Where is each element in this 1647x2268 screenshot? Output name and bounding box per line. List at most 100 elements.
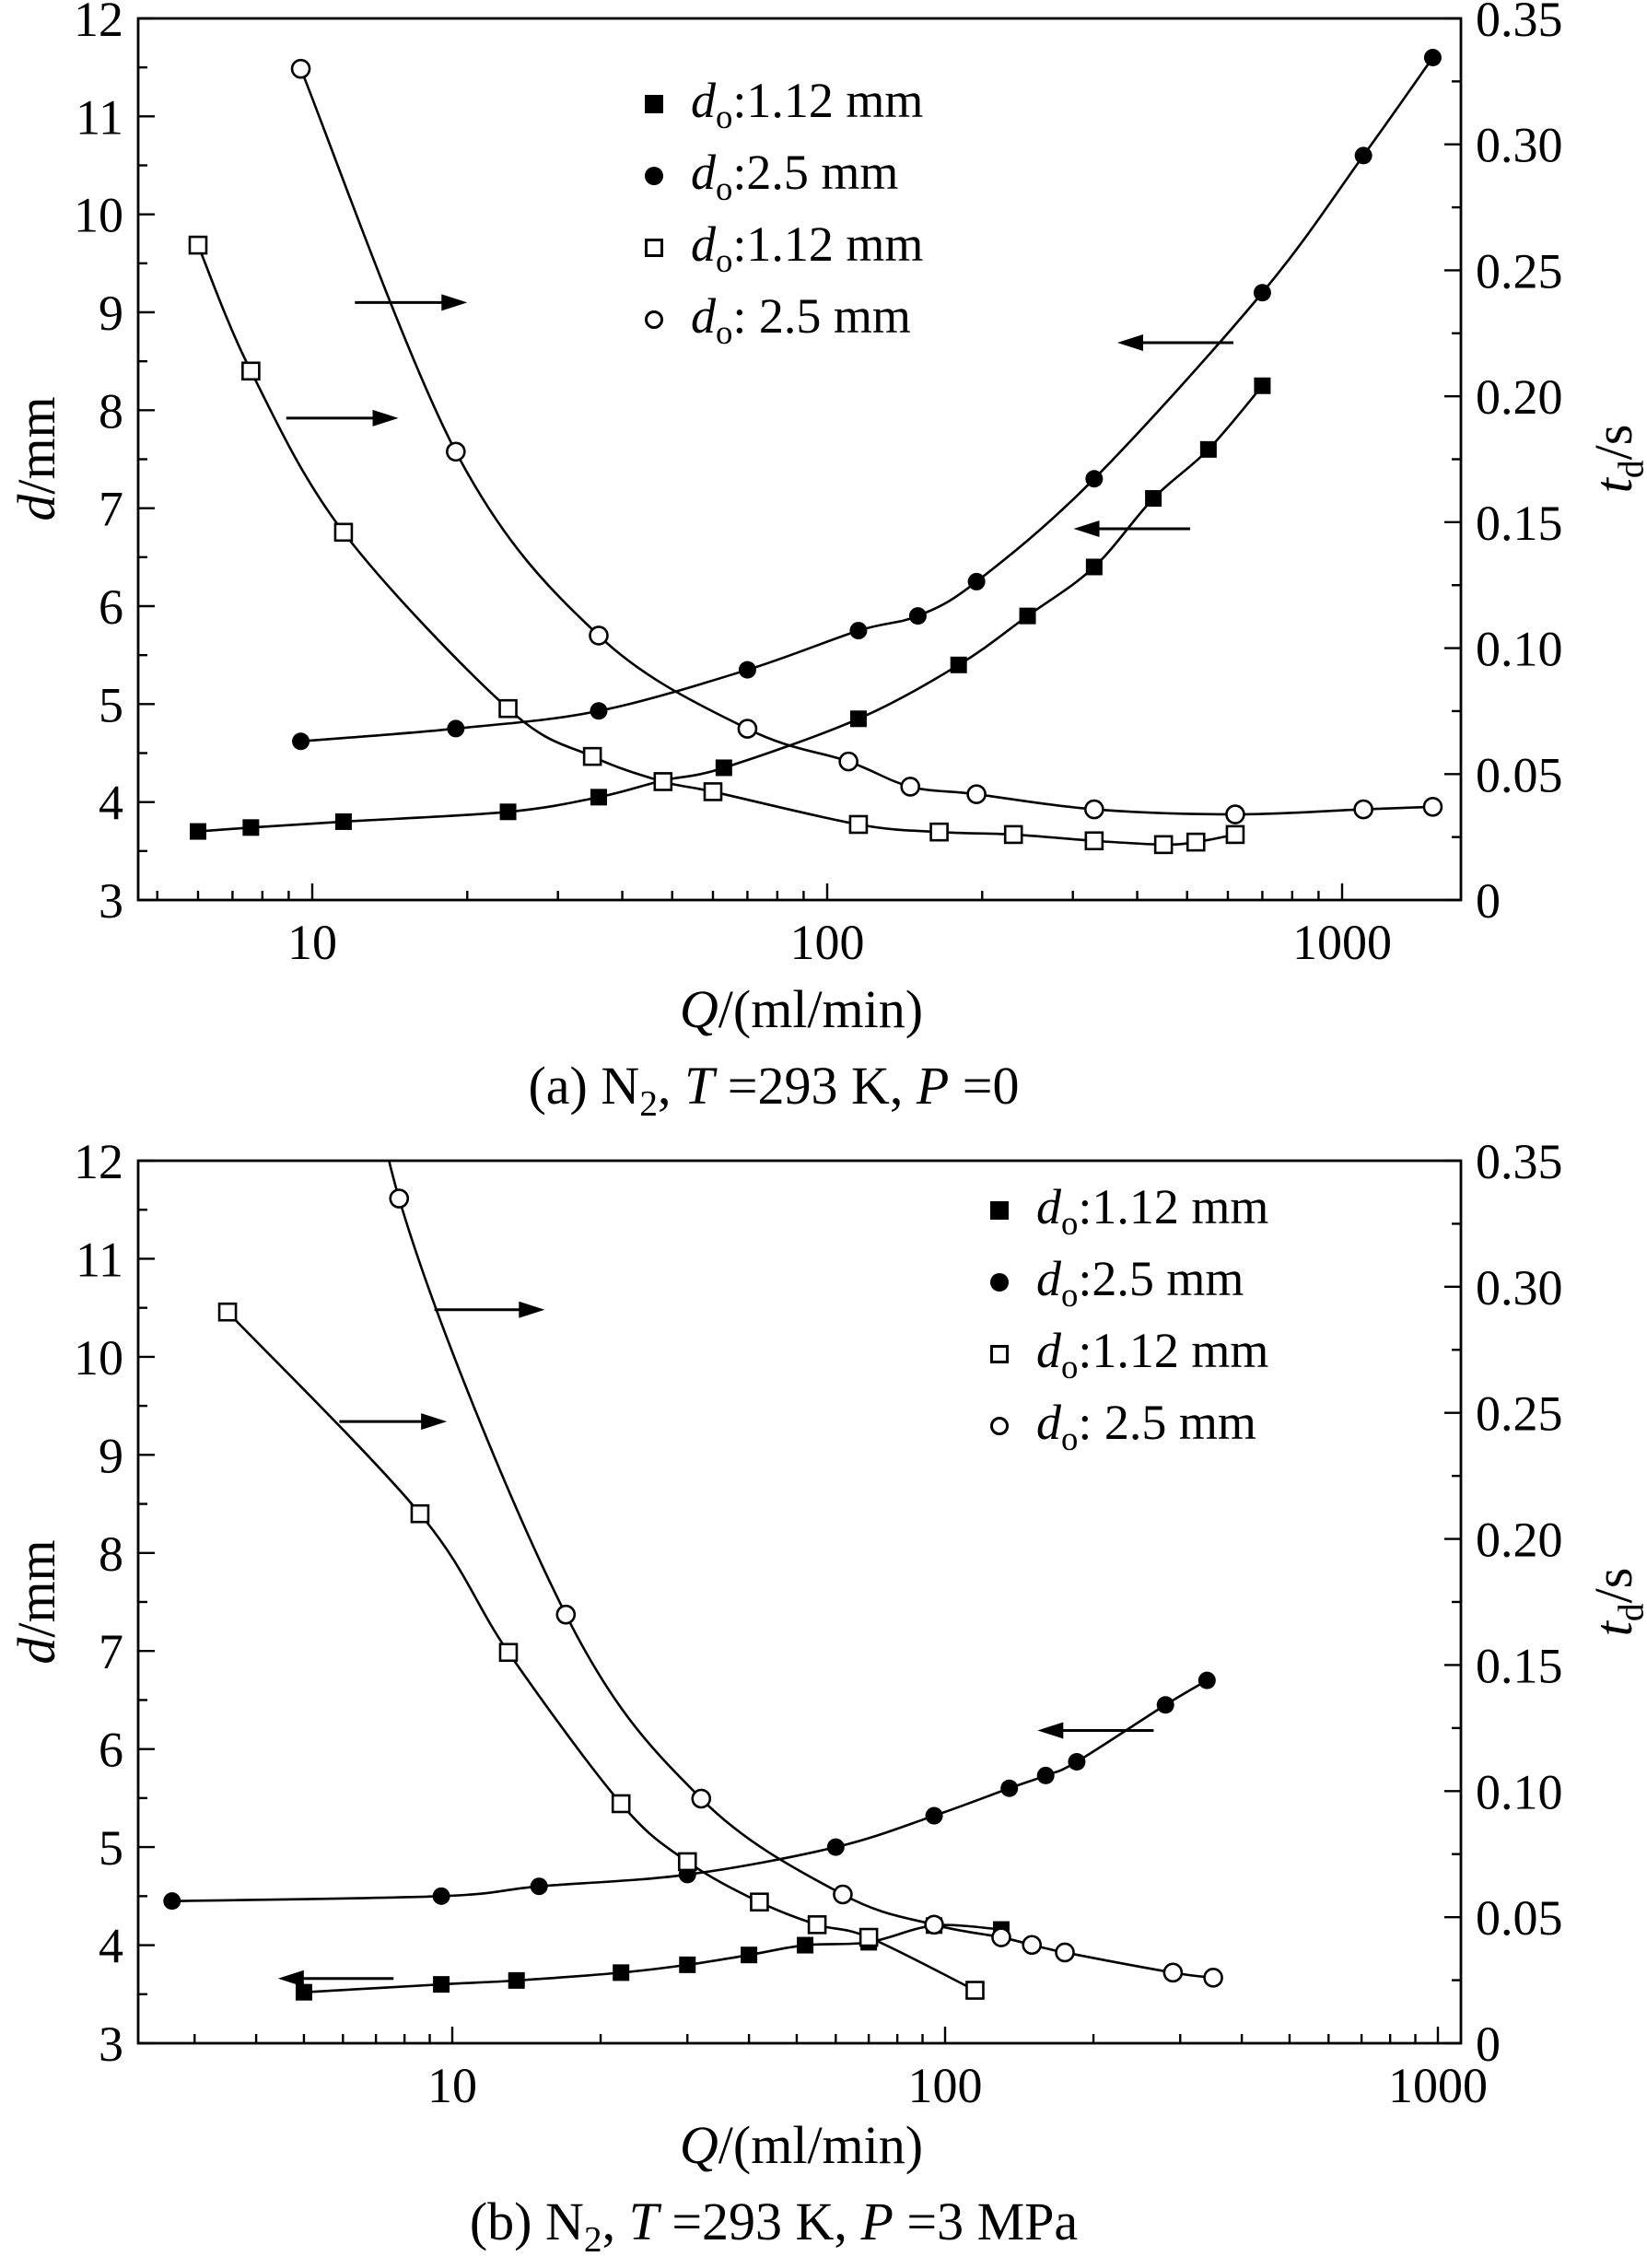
data-point-filled-square	[508, 1971, 525, 1989]
legend-label: do:2.5 mm	[691, 145, 899, 207]
data-point-filled-square	[613, 1964, 630, 1982]
data-point-open-circle	[1225, 804, 1245, 824]
data-point-open-circle	[1353, 799, 1373, 820]
data-point-open-square	[929, 822, 949, 842]
data-point-open-circle	[1203, 1968, 1223, 1988]
x-tick-label: 1000	[1388, 2058, 1488, 2113]
series-open-square	[217, 1302, 985, 2000]
data-point-filled-circle	[590, 702, 608, 720]
filled-circle-marker-icon	[990, 1273, 1009, 1292]
data-point-filled-square	[189, 823, 206, 840]
data-point-open-circle	[1162, 1962, 1184, 1983]
data-point-open-circle	[1022, 1935, 1043, 1956]
axis-direction-arrow	[1037, 1722, 1154, 1739]
data-point-open-circle	[1055, 1942, 1075, 1963]
series-line	[300, 56, 1434, 743]
data-point-filled-square	[1085, 558, 1103, 576]
data-point-open-square	[217, 1302, 238, 1322]
data-point-filled-square	[295, 1983, 312, 2001]
panel-b-caption: (b) N2, T =293 K, P =3 MPa	[469, 2192, 1079, 2260]
data-point-filled-circle	[163, 1892, 181, 1911]
panel-a-caption: (a) N2, T =293 K, P =0	[528, 1056, 1020, 1124]
data-point-filled-circle	[849, 622, 868, 640]
data-point-filled-square	[715, 759, 732, 777]
data-point-open-square	[653, 772, 673, 791]
legend-label: do:1.12 mm	[1036, 1323, 1269, 1385]
data-point-open-square	[965, 1981, 985, 2000]
y-left-tick-label: 5	[99, 677, 123, 732]
y-left-tick-label: 5	[99, 1820, 123, 1876]
open-square-marker-icon	[645, 239, 663, 257]
series-open-square	[188, 235, 1245, 855]
series-line	[196, 244, 1236, 847]
data-point-filled-square	[334, 813, 352, 830]
axis-direction-arrow	[355, 294, 468, 311]
data-point-open-square	[848, 814, 869, 835]
legend-item: do:1.12 mm	[645, 212, 923, 284]
legend-item: do: 2.5 mm	[645, 284, 923, 356]
axis-ticks: 10 100 1000 3 4 5 6 7 8 9 10 11 12 0 0.05 0.10 0.15 0.20 0…	[74, 0, 1563, 970]
data-point-open-circle	[900, 777, 921, 797]
series-open-circle	[387, 1161, 1223, 1988]
y-left-tick-label: 3	[99, 873, 123, 929]
data-point-filled-square	[849, 710, 867, 728]
y-right-tick-label: 0.15	[1476, 496, 1563, 551]
open-circle-marker-icon	[990, 1417, 1009, 1435]
data-point-filled-circle	[530, 1877, 548, 1896]
axis-direction-arrow	[434, 1301, 545, 1318]
data-point-filled-square	[797, 1936, 814, 1954]
data-point-open-square	[498, 698, 518, 719]
data-point-filled-square	[679, 1956, 696, 1973]
data-point-filled-square	[433, 1976, 450, 1993]
data-point-open-square	[703, 782, 723, 801]
y-left-tick-label: 10	[74, 188, 123, 243]
data-point-open-circle	[1422, 797, 1443, 817]
data-point-filled-circle	[908, 607, 927, 625]
legend-label: do: 2.5 mm	[691, 288, 911, 351]
y-right-tick-label: 0.05	[1476, 747, 1563, 802]
y-left-tick-label: 4	[99, 776, 123, 831]
y-right-tick-label: 0.25	[1476, 243, 1563, 298]
y-right-tick-label: 0.05	[1476, 1890, 1563, 1946]
data-point-open-circle	[691, 1788, 712, 1809]
x-tick-label: 100	[908, 2058, 983, 2113]
data-point-filled-square	[1199, 440, 1217, 458]
data-point-open-square	[333, 522, 354, 543]
legend-panel-b: do:1.12 mm do:2.5 mm do:1.12 mm do: 2.5 …	[990, 1175, 1268, 1462]
y-left-axis-title-a: d/mm	[6, 396, 66, 521]
legend-label: do:1.12 mm	[1036, 1179, 1269, 1242]
series-open-circle	[290, 58, 1443, 824]
y-right-tick-label: 0	[1476, 873, 1501, 929]
x-axis-title-a: Q/(ml/min)	[679, 979, 924, 1039]
data-point-filled-square	[1254, 377, 1271, 394]
y-left-tick-label: 6	[99, 579, 123, 635]
data-point-open-circle	[924, 1914, 944, 1935]
y-right-axis-title-a: td/s	[1583, 424, 1647, 494]
data-point-filled-circle	[1068, 1753, 1086, 1771]
series-filled-square	[189, 377, 1271, 840]
series-filled-square	[295, 1917, 1010, 2001]
data-point-filled-square	[1145, 490, 1162, 508]
data-point-filled-square	[590, 789, 607, 806]
x-tick-label: 1000	[1292, 915, 1392, 970]
y-left-tick-label: 8	[99, 383, 123, 438]
y-left-tick-label: 9	[99, 1428, 123, 1483]
data-point-open-circle	[290, 58, 311, 79]
y-right-tick-label: 0.10	[1476, 1764, 1563, 1819]
data-point-open-circle	[838, 751, 859, 772]
y-right-axis-title-b: td/s	[1583, 1567, 1647, 1637]
y-left-tick-label: 7	[99, 482, 123, 537]
data-point-open-square	[677, 1852, 697, 1872]
data-point-open-square	[1186, 832, 1206, 852]
x-tick-label: 10	[287, 915, 337, 970]
legend-panel-a: do:1.12 mm do:2.5 mm do:1.12 mm do: 2.5 …	[645, 68, 923, 356]
data-point-open-square	[807, 1915, 827, 1935]
legend-item: do:1.12 mm	[990, 1175, 1268, 1246]
y-left-tick-label: 11	[76, 1232, 123, 1287]
data-point-open-circle	[555, 1604, 577, 1625]
legend-item: do:1.12 mm	[645, 68, 923, 140]
data-point-open-square	[859, 1927, 879, 1947]
data-point-filled-circle	[925, 1806, 943, 1825]
legend-item: do:2.5 mm	[990, 1246, 1268, 1318]
data-point-open-circle	[1084, 799, 1104, 820]
